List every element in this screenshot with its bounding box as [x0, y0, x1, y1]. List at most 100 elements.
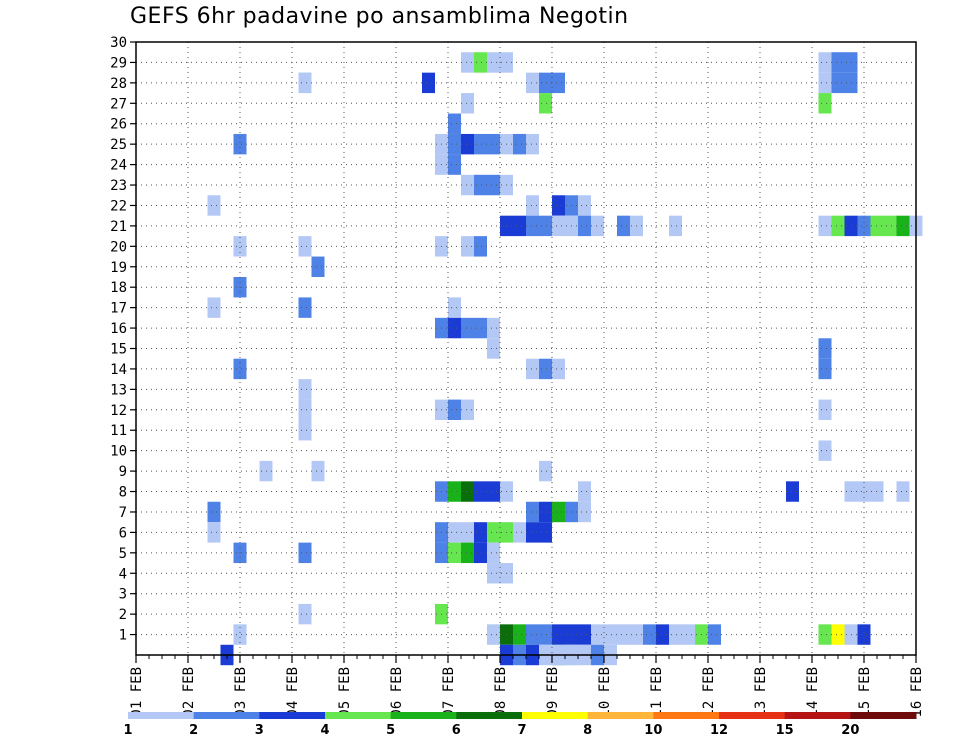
heatmap-cell — [578, 195, 591, 216]
y-tick-label: 6 — [119, 525, 127, 541]
y-tick-label: 23 — [110, 178, 127, 194]
heatmap-cell — [896, 481, 910, 502]
heatmap-cell — [526, 358, 539, 380]
x-tick-label: 16 FEB — [909, 667, 925, 718]
y-tick-label: 30 — [110, 35, 127, 51]
y-tick-label: 11 — [110, 423, 127, 439]
heatmap-cell — [487, 542, 500, 564]
y-tick-label: 26 — [110, 117, 127, 133]
heatmap-cell — [298, 603, 312, 625]
y-tick-label: 13 — [110, 382, 127, 398]
heatmap-cell — [448, 133, 461, 155]
heatmap-cell — [896, 215, 910, 237]
heatmap-cell — [552, 358, 565, 380]
heatmap-cell — [207, 522, 221, 543]
heatmap-cell — [474, 236, 487, 257]
x-tick-label: 03 FEB — [233, 667, 249, 718]
legend-swatch — [850, 712, 917, 719]
heatmap-cell — [487, 52, 500, 73]
x-tick-label: 02 FEB — [181, 667, 197, 718]
y-tick-label: 19 — [110, 260, 127, 276]
heatmap-cell — [578, 481, 591, 502]
heatmap-cell — [526, 522, 539, 543]
legend-label: 15 — [776, 723, 794, 738]
heatmap-cell — [487, 338, 500, 359]
legend-swatch — [719, 712, 786, 719]
y-tick-label: 29 — [110, 55, 127, 71]
heatmap-cell — [578, 215, 591, 237]
y-tick-label: 8 — [119, 485, 127, 501]
y-tick-label: 22 — [110, 198, 127, 214]
heatmap-cell — [487, 624, 500, 645]
heatmap-cell — [487, 563, 500, 584]
heatmap-cell — [448, 297, 461, 318]
heatmap-cell — [448, 113, 461, 134]
heatmap-cell — [818, 215, 832, 237]
heatmap-cell — [552, 72, 565, 94]
heatmap-cell — [298, 236, 312, 257]
heatmap-cell — [448, 399, 461, 421]
legend-swatch — [128, 712, 195, 719]
x-tick-label: 11 FEB — [649, 667, 665, 718]
heatmap-cell — [233, 236, 247, 257]
heatmap-cell — [461, 481, 474, 502]
heatmap-cell — [857, 215, 871, 237]
y-tick-label: 28 — [110, 76, 127, 92]
heatmap-cell — [513, 133, 526, 155]
heatmap-cell — [311, 460, 325, 482]
legend-swatch — [784, 712, 851, 719]
heatmap-cell — [669, 624, 682, 645]
y-tick-label: 7 — [119, 505, 127, 521]
x-tick-label: 05 FEB — [337, 667, 353, 718]
heatmap-cell — [311, 256, 325, 277]
heatmap-cell — [539, 460, 552, 482]
heatmap-cell — [818, 624, 832, 645]
legend-label: 20 — [841, 723, 859, 738]
heatmap-cell — [461, 542, 474, 564]
heatmap-cell — [786, 481, 799, 502]
heatmap-cell — [818, 399, 832, 421]
heatmap-cell — [461, 236, 474, 257]
heatmap-cell — [578, 501, 591, 523]
heatmap-cell — [591, 624, 604, 645]
heatmap-cell — [831, 215, 845, 237]
legend-swatch — [325, 712, 392, 719]
heatmap-cell — [591, 215, 604, 237]
y-tick-label: 9 — [119, 464, 127, 480]
heatmap-cell — [539, 215, 552, 237]
y-tick-label: 20 — [110, 239, 127, 255]
heatmap-cell — [207, 195, 221, 216]
heatmap-cell — [883, 215, 897, 237]
heatmap-cell — [539, 72, 552, 94]
legend-label: 2 — [189, 723, 198, 738]
heatmap-cell — [526, 133, 539, 155]
x-tick-label: 10 FEB — [597, 667, 613, 718]
y-tick-label: 17 — [110, 301, 127, 317]
heatmap-cell — [539, 93, 552, 114]
y-tick-label: 18 — [110, 280, 127, 296]
heatmap-cell — [448, 481, 461, 502]
heatmap-cell — [831, 72, 845, 94]
heatmap-cell — [474, 481, 487, 502]
heatmap-cell — [461, 522, 474, 543]
y-tick-label: 10 — [110, 444, 127, 460]
y-tick-label: 15 — [110, 342, 127, 358]
x-tick-label: 07 FEB — [441, 667, 457, 718]
legend-label: 10 — [644, 723, 662, 738]
legend-swatch — [259, 712, 326, 719]
y-tick-label: 4 — [119, 566, 127, 582]
heatmap-cell — [526, 195, 539, 216]
x-tick-label: 15 FEB — [857, 667, 873, 718]
heatmap-cell — [461, 93, 474, 114]
heatmap-cell — [487, 522, 500, 543]
heatmap-cell — [461, 399, 474, 421]
heatmap-cell — [818, 358, 832, 380]
legend-swatch — [587, 712, 654, 719]
heatmap-cell — [461, 174, 474, 196]
legend-label: 1 — [123, 723, 132, 738]
x-tick-label: 01 FEB — [129, 667, 145, 718]
x-tick-label: 08 FEB — [493, 667, 509, 718]
legend-label: 5 — [386, 723, 395, 738]
heatmap-cell — [539, 522, 552, 543]
